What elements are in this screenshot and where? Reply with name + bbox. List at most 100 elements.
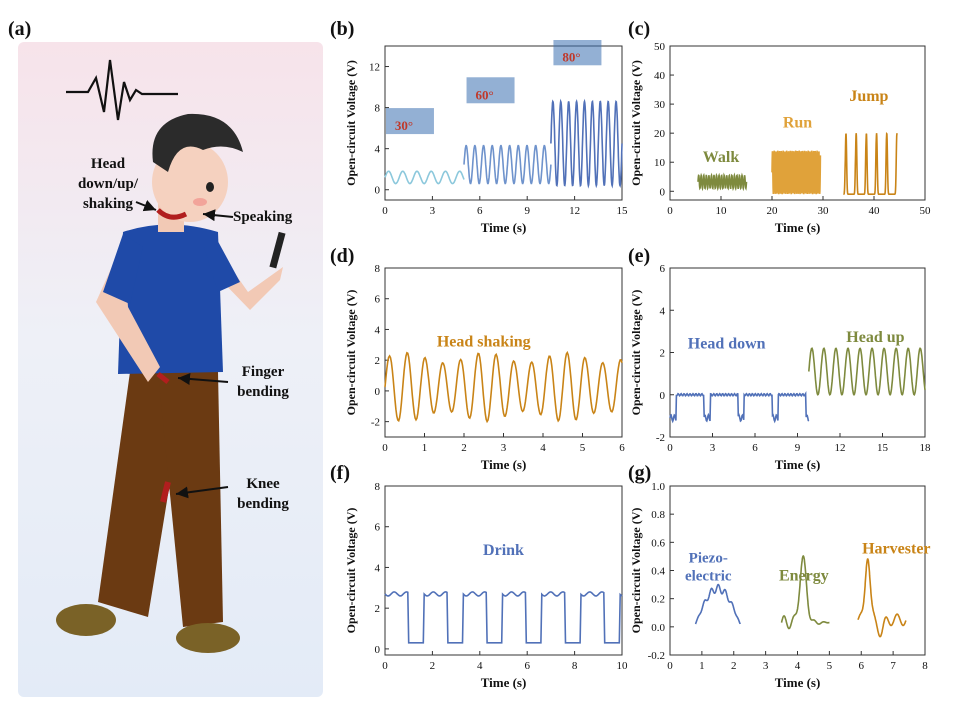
- x-tick-label: 6: [752, 442, 758, 454]
- y-tick-label: 0.8: [651, 509, 665, 521]
- x-axis-label: Time (s): [775, 220, 821, 235]
- x-tick-label: 4: [795, 660, 801, 672]
- y-axis-label: Open-circuit Voltage (V): [344, 508, 358, 634]
- chart-f: 0 2 4 6 8 10 0 2 4 6 8 Time (s) Open-circuit Voltage…: [344, 481, 629, 690]
- person-illustration: Head down/up/ shaking Speaking Finger be…: [18, 42, 323, 697]
- series-label: Jump: [849, 88, 888, 105]
- right-shoe: [176, 623, 240, 653]
- x-tick-label: 2: [461, 442, 467, 454]
- series-label: Energy: [779, 567, 829, 584]
- y-tick-label: 30: [654, 99, 666, 111]
- series-label: Walk: [703, 149, 740, 166]
- y-tick-label: 0: [375, 185, 381, 197]
- x-tick-label: 0: [667, 442, 673, 454]
- series-label: Piezo-: [689, 551, 728, 567]
- y-axis-label: Open-circuit Voltage (V): [629, 508, 643, 634]
- x-axis-label: Time (s): [775, 675, 821, 690]
- plot-frame: [384, 45, 623, 201]
- x-tick-label: 2: [430, 660, 436, 672]
- y-tick-label: 0: [660, 186, 666, 198]
- x-tick-label: 30: [818, 205, 830, 217]
- x-tick-label: 15: [617, 205, 629, 217]
- x-tick-label: 0: [382, 205, 388, 217]
- x-tick-label: 10: [617, 660, 629, 672]
- x-tick-label: 3: [763, 660, 769, 672]
- y-tick-label: 1.0: [651, 481, 665, 493]
- x-tick-label: 6: [619, 442, 625, 454]
- x-tick-label: 2: [731, 660, 737, 672]
- series-line: [808, 347, 926, 397]
- x-tick-label: 9: [524, 205, 530, 217]
- chart-b: 0 3 6 9 12 15 0 4 8 12 Time (s) Open-circuit Voltag…: [344, 40, 629, 235]
- y-tick-label: 0: [375, 386, 381, 398]
- series-line: [771, 150, 822, 195]
- shirt: [118, 224, 223, 374]
- y-tick-label: 0.6: [651, 537, 665, 549]
- x-tick-label: 3: [501, 442, 507, 454]
- label-head-line2: down/up/: [77, 176, 139, 192]
- x-tick-label: 0: [667, 205, 673, 217]
- series-line: [697, 172, 748, 192]
- x-tick-label: 12: [569, 205, 580, 217]
- y-tick-label: 40: [654, 70, 666, 82]
- x-tick-label: 6: [477, 205, 483, 217]
- x-tick-label: 9: [795, 442, 801, 454]
- x-tick-label: 12: [835, 442, 846, 454]
- x-tick-label: 6: [859, 660, 865, 672]
- x-tick-label: 8: [572, 660, 578, 672]
- series-label: electric: [685, 569, 732, 585]
- plot-frame: [669, 45, 926, 201]
- label-knee: Knee bending: [223, 474, 303, 514]
- y-tick-label: 6: [660, 263, 666, 275]
- x-tick-label: 5: [580, 442, 586, 454]
- x-tick-label: 1: [699, 660, 705, 672]
- right-leg: [158, 372, 223, 627]
- y-tick-label: 50: [654, 41, 666, 53]
- x-tick-label: 15: [877, 442, 889, 454]
- y-tick-label: 8: [375, 263, 381, 275]
- person-figure: [56, 59, 286, 653]
- series-label: Drink: [483, 542, 524, 559]
- x-tick-label: 10: [716, 205, 728, 217]
- label-finger: Finger bending: [223, 362, 303, 402]
- y-axis-label: Open-circuit Voltage (V): [344, 290, 358, 416]
- y-tick-label: 0.0: [651, 622, 665, 634]
- photo-inset: [385, 108, 434, 135]
- y-tick-label: 0.4: [651, 566, 665, 578]
- series-label: Head up: [846, 329, 904, 346]
- arrow-finger: [177, 372, 229, 385]
- neck-sensor: [156, 208, 188, 220]
- y-tick-label: 8: [375, 103, 381, 115]
- knee-sensor: [160, 481, 171, 503]
- eye: [206, 182, 214, 192]
- y-axis-label: Open-circuit Voltage (V): [629, 290, 643, 416]
- y-tick-label: 2: [375, 603, 381, 615]
- sleeve-right: [204, 234, 240, 292]
- y-tick-label: 0: [660, 390, 666, 402]
- series-label: Run: [783, 114, 812, 131]
- y-tick-label: -0.2: [648, 650, 665, 662]
- x-tick-label: 50: [920, 205, 932, 217]
- x-tick-label: 1: [422, 442, 428, 454]
- series-label: Head shaking: [437, 333, 531, 350]
- series-line: [463, 144, 552, 185]
- sleeve-left: [103, 234, 143, 304]
- series-line: [550, 98, 623, 189]
- y-axis-label: Open-circuit Voltage (V): [344, 60, 358, 186]
- photo-inset: [553, 40, 602, 66]
- x-tick-label: 0: [667, 660, 673, 672]
- angle-annotation: 30°: [395, 118, 413, 133]
- label-finger-line2: bending: [237, 384, 289, 400]
- y-tick-label: 2: [375, 355, 381, 367]
- chart-d: 0 1 2 3 4 5 6 -2 0 2 4 6 8 Time (s) Open-circuit Volta…: [344, 263, 625, 472]
- y-tick-label: 4: [375, 144, 381, 156]
- x-tick-label: 0: [382, 442, 388, 454]
- x-tick-label: 20: [767, 205, 779, 217]
- angle-annotation: 80°: [562, 49, 580, 64]
- plot-frame: [384, 485, 623, 656]
- plot-frame: [669, 267, 926, 438]
- panel-label-c: (c): [628, 18, 651, 40]
- y-tick-label: 2: [660, 348, 666, 360]
- x-tick-label: 18: [920, 442, 932, 454]
- y-tick-label: 10: [654, 157, 666, 169]
